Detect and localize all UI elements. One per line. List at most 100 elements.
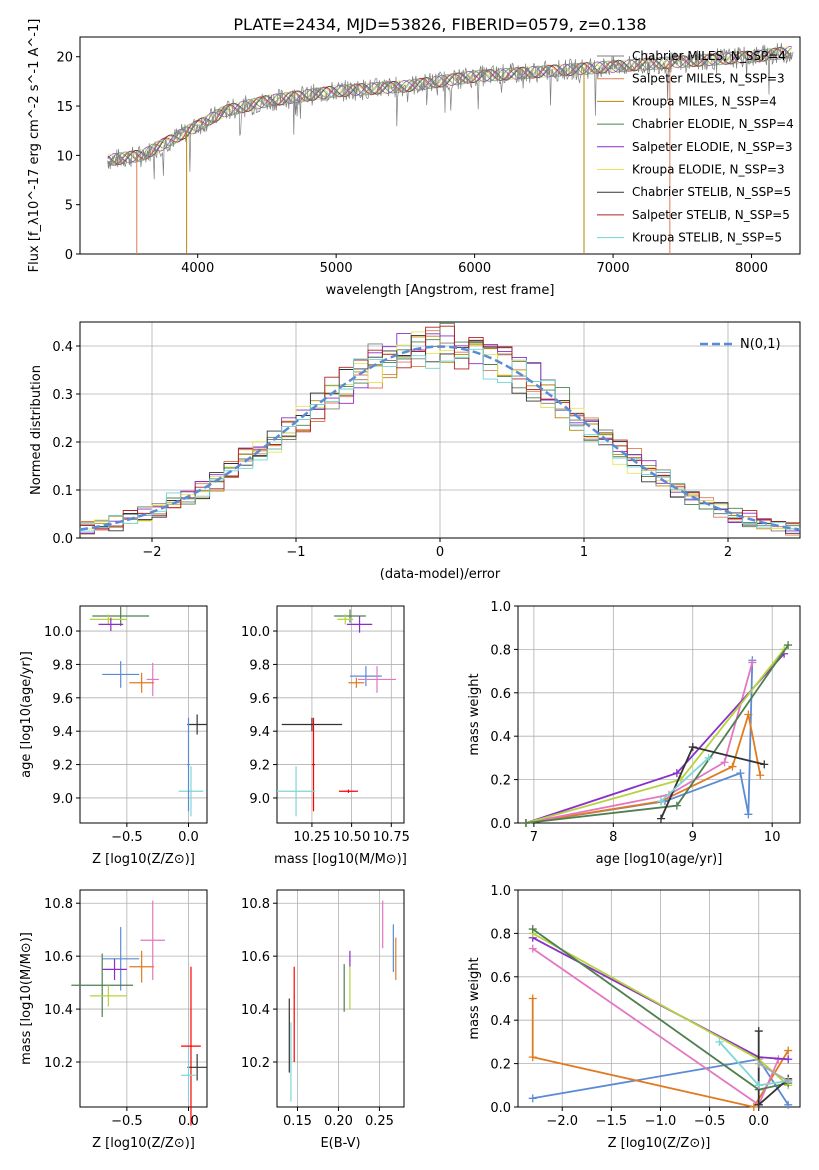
x-tick-label: 1 bbox=[580, 545, 588, 560]
mass-weight-marker bbox=[528, 944, 537, 953]
mass-weight-marker bbox=[736, 769, 745, 778]
x-tick-label: −0.5 bbox=[111, 830, 143, 845]
y-tick-label: 0.0 bbox=[490, 817, 511, 832]
x-tick-label: 0.15 bbox=[283, 1114, 312, 1129]
mass-weight-marker bbox=[521, 819, 530, 827]
mass-weight-marker bbox=[528, 925, 537, 934]
panel-mass_vs_ebv: 0.15 0.20 0.25 10.2 10.4 10.6 10.8 E(B-V) bbox=[241, 889, 405, 1151]
y-tick-label: 0.1 bbox=[52, 484, 73, 499]
y-tick-label: 0.6 bbox=[490, 687, 511, 702]
y-tick-label: 0.4 bbox=[490, 1014, 511, 1029]
legend-label: Chabrier ELODIE, N_SSP=4 bbox=[632, 117, 794, 131]
y-tick-label: 10.6 bbox=[241, 950, 270, 965]
y-tick-label: 10.8 bbox=[241, 897, 270, 912]
x-tick-label: 10 bbox=[764, 830, 781, 845]
y-tick-label: 0 bbox=[65, 248, 73, 263]
mass-weight-marker bbox=[754, 1059, 763, 1068]
gridlines bbox=[518, 605, 800, 824]
x-tick-label: −0.5 bbox=[111, 1114, 143, 1129]
y-tick-label: 9.6 bbox=[249, 692, 270, 707]
y-tick-label: 0.8 bbox=[490, 927, 511, 942]
y-tick-label: 10.4 bbox=[44, 1003, 73, 1018]
y-tick-label: 1.0 bbox=[490, 884, 511, 899]
x-tick-label: −1 bbox=[286, 545, 305, 560]
mass-weight-marker bbox=[728, 762, 737, 771]
y-tick-label: 0.3 bbox=[52, 388, 73, 403]
x-tick-label: 9 bbox=[689, 830, 697, 845]
y-tick-label: 9.8 bbox=[52, 658, 73, 673]
legend-label: Kroupa MILES, N_SSP=4 bbox=[632, 94, 777, 108]
mass-weight-line bbox=[525, 714, 762, 824]
x-tick-label: 0.25 bbox=[365, 1114, 394, 1129]
figure-title: PLATE=2434, MJD=53826, FIBERID=0579, z=0… bbox=[233, 15, 646, 34]
panel-spectrum: 4000 5000 6000 7000 8000 0 5 10 15 20 wavelength [… bbox=[27, 19, 801, 298]
y-tick-label: 10.2 bbox=[44, 1056, 73, 1071]
y-tick-label: 9.6 bbox=[52, 692, 73, 707]
spectrum-model-line bbox=[107, 48, 793, 167]
normal-curve bbox=[79, 345, 801, 531]
mass-weight-marker bbox=[528, 1053, 537, 1062]
mass-weight-line bbox=[660, 757, 710, 802]
legend-label: Salpeter ELODIE, N_SSP=3 bbox=[632, 140, 793, 154]
mass-weight-marker bbox=[784, 1100, 793, 1109]
y-tick-label: 9.0 bbox=[52, 792, 73, 807]
mass-weight-line bbox=[758, 1062, 789, 1082]
y-tick-label: 10.4 bbox=[241, 1003, 270, 1018]
mass-weight-marker bbox=[656, 797, 665, 806]
axes-frame bbox=[79, 36, 801, 255]
panel-age_vs_mass: 10.25 10.50 10.75 9.0 9.2 9.4 9.6 9.8 10.0 mass [… bbox=[241, 605, 410, 867]
y-tick-label: 0.2 bbox=[490, 774, 511, 789]
mass-weight-marker bbox=[744, 710, 753, 719]
y-tick-label: 0.2 bbox=[52, 436, 73, 451]
y-tick-label: 9.4 bbox=[249, 725, 270, 740]
axes-frame bbox=[517, 889, 801, 1108]
legend-label: N(0,1) bbox=[740, 337, 781, 352]
x-tick-label: −2.0 bbox=[546, 1114, 578, 1129]
x-tick-label: 0 bbox=[436, 545, 444, 560]
panel-residuals: −2 −1 0 1 2 0.0 0.1 0.2 0.3 0.4 (data-model)/error… bbox=[29, 321, 801, 582]
y-tick-label: 10 bbox=[56, 149, 73, 164]
x-tick-label: 6000 bbox=[458, 261, 491, 276]
y-tick-label: 20 bbox=[56, 51, 73, 66]
x-tick-label: −1.0 bbox=[645, 1114, 677, 1129]
mass-weight-marker bbox=[744, 810, 753, 819]
panel-mass_vs_Z: −0.5 0.0 10.2 10.4 10.6 10.8 Z [log10(Z/Z⊙)] ma… bbox=[19, 889, 208, 1151]
y-tick-label: 10.8 bbox=[44, 897, 73, 912]
x-tick-label: 10.50 bbox=[333, 830, 370, 845]
y-axis-label: mass [log10(M/M⊙)] bbox=[19, 932, 34, 1065]
y-tick-label: 1.0 bbox=[490, 600, 511, 615]
axes-frame bbox=[276, 889, 405, 1108]
x-axis-label: E(B-V) bbox=[320, 1136, 360, 1151]
x-tick-label: 10.75 bbox=[373, 830, 410, 845]
x-tick-label: 0.20 bbox=[324, 1114, 353, 1129]
y-tick-label: 9.2 bbox=[52, 759, 73, 774]
y-tick-label: 0.2 bbox=[490, 1058, 511, 1073]
mass-weight-marker bbox=[784, 1076, 793, 1085]
x-tick-label: 4000 bbox=[181, 261, 214, 276]
mass-weight-marker bbox=[756, 771, 765, 780]
legend-label: Kroupa ELODIE, N_SSP=3 bbox=[632, 163, 785, 177]
x-tick-label: 8 bbox=[609, 830, 617, 845]
mass-weight-line bbox=[532, 947, 780, 1107]
panel-age_vs_Z: −0.5 0.0 9.0 9.2 9.4 9.6 9.8 10.0 Z [log10(Z/Z⊙)… bbox=[19, 605, 208, 867]
mass-weight-marker bbox=[672, 769, 681, 778]
x-axis-label: (data-model)/error bbox=[380, 567, 501, 582]
y-tick-label: 5 bbox=[65, 199, 73, 214]
x-axis-label: Z [log10(Z/Z⊙)] bbox=[92, 1136, 195, 1151]
y-tick-label: 0.4 bbox=[490, 730, 511, 745]
mass-weight-marker bbox=[784, 1055, 793, 1064]
mass-weight-marker bbox=[704, 753, 713, 762]
mass-weight-line bbox=[531, 998, 789, 1109]
mass-weight-marker bbox=[656, 814, 665, 823]
mass-weight-line bbox=[525, 660, 754, 824]
x-tick-label: 7 bbox=[530, 830, 538, 845]
x-tick-label: 10.25 bbox=[293, 830, 330, 845]
y-axis-label: Normed distribution bbox=[29, 365, 44, 495]
mass-weight-marker bbox=[754, 1100, 763, 1109]
axes-frame bbox=[79, 889, 208, 1108]
x-axis-label: Z [log10(Z/Z⊙)] bbox=[608, 1136, 711, 1151]
x-axis-label: age [log10(age/yr)] bbox=[596, 852, 723, 867]
mass-weight-marker bbox=[784, 1046, 793, 1055]
y-tick-label: 10.0 bbox=[241, 625, 270, 640]
